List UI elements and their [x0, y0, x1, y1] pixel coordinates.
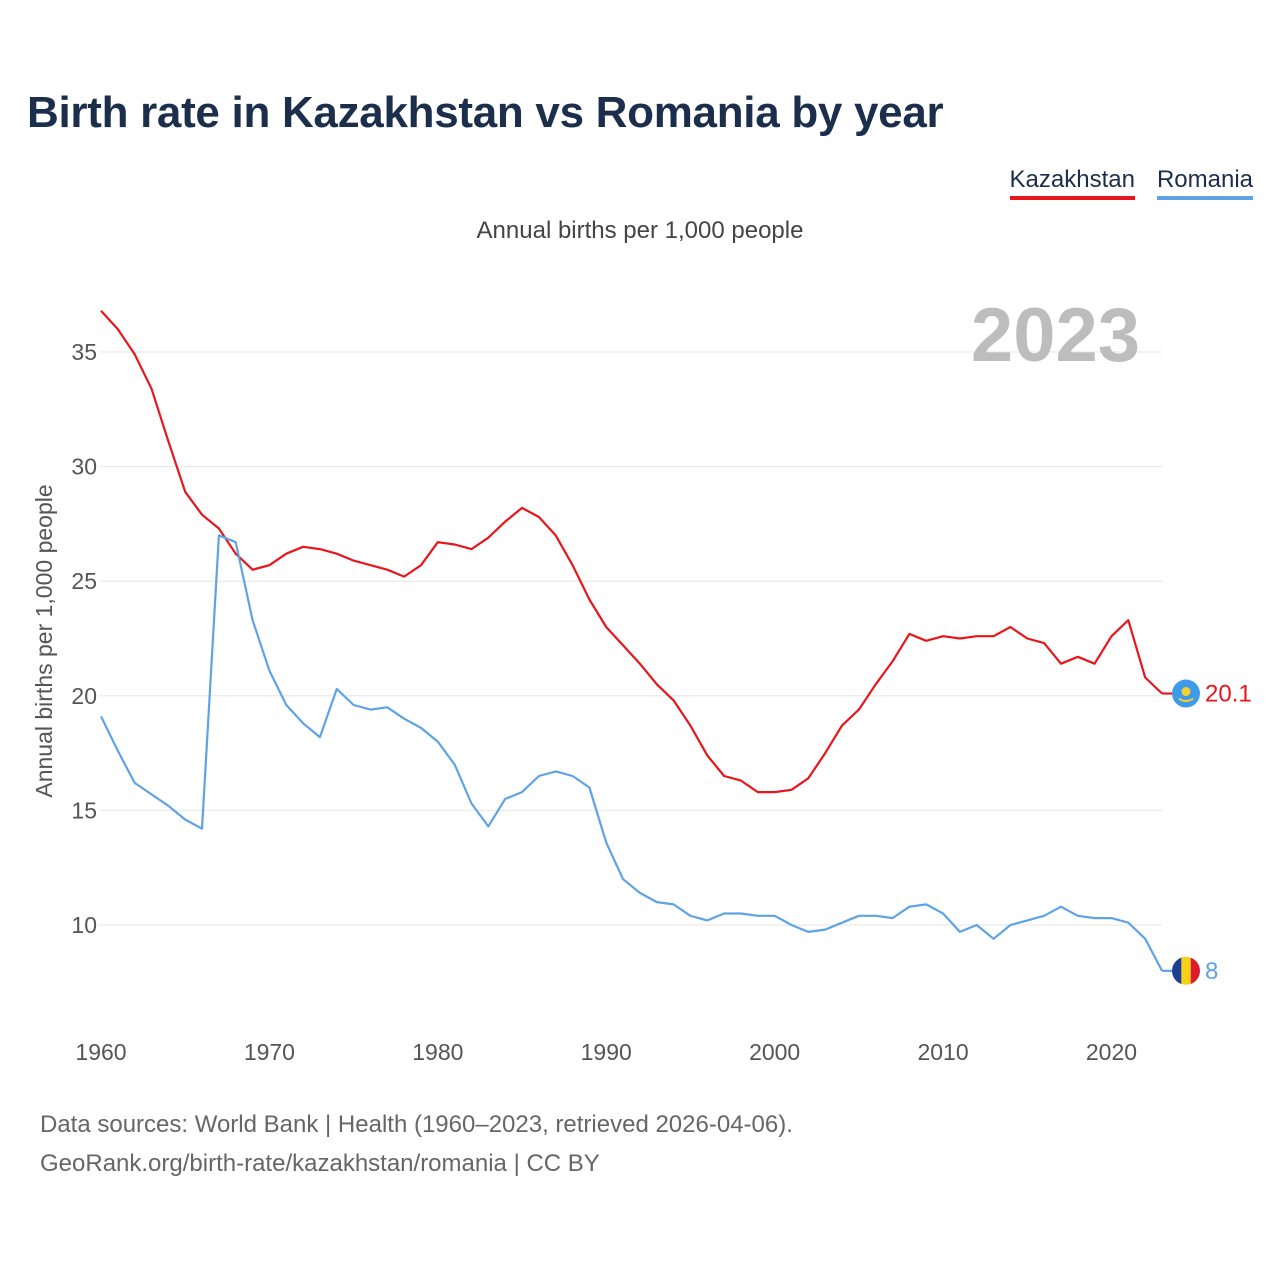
y-tick-label: 30: [71, 454, 97, 480]
year-watermark: 2023: [971, 293, 1140, 378]
footer: Data sources: World Bank | Health (1960–…: [40, 1105, 793, 1183]
chart-title: Birth rate in Kazakhstan vs Romania by y…: [27, 88, 944, 137]
romania-flag-icon: [1172, 956, 1200, 985]
x-tick-label: 1990: [581, 1039, 632, 1065]
flag-stripe-yellow: [1181, 956, 1191, 985]
series-line-kazakhstan[interactable]: [100, 309, 1163, 794]
legend-kazakhstan[interactable]: Kazakhstan: [1009, 166, 1135, 200]
x-tick-label: 1970: [244, 1039, 295, 1065]
legend: Kazakhstan Romania: [1009, 166, 1253, 200]
line-chart: 10 15 20 25 30 35 1960 1970 1980 1990 2000 2010 202…: [31, 293, 1252, 1065]
x-tick-label: 2010: [917, 1039, 968, 1065]
x-axis-ticks: 1960 1970 1980 1990 2000 2010 2020: [75, 1039, 1137, 1065]
footer-source: Data sources: World Bank | Health (1960–…: [40, 1111, 793, 1138]
gridlines: [100, 351, 1162, 926]
series-lines: [100, 309, 1163, 972]
chart-subtitle: Annual births per 1,000 people: [476, 217, 804, 244]
flag-eagle-icon: [1178, 697, 1194, 703]
y-axis-label: Annual births per 1,000 people: [31, 484, 57, 797]
y-tick-label: 25: [71, 568, 97, 594]
flag-sun-icon: [1181, 687, 1191, 697]
legend-romania[interactable]: Romania: [1156, 166, 1253, 200]
series-end-markers: 20.18: [1162, 679, 1252, 985]
x-tick-label: 2020: [1086, 1039, 1137, 1065]
y-tick-label: 10: [71, 912, 97, 938]
series-line-romania[interactable]: [100, 534, 1163, 972]
y-tick-label: 20: [71, 683, 97, 709]
end-value-label-romania: 8: [1205, 958, 1218, 985]
y-axis-ticks: 10 15 20 25 30 35: [71, 339, 97, 938]
y-tick-label: 15: [71, 797, 97, 823]
y-tick-label: 35: [71, 339, 97, 365]
x-tick-label: 2000: [749, 1039, 800, 1065]
flag-stripe-blue: [1172, 956, 1182, 985]
flag-stripe-red: [1190, 956, 1200, 985]
x-tick-label: 1960: [75, 1039, 126, 1065]
end-value-label-kazakhstan: 20.1: [1205, 681, 1252, 708]
footer-link[interactable]: GeoRank.org/birth-rate/kazakhstan/romani…: [40, 1150, 600, 1177]
x-tick-label: 1980: [412, 1039, 463, 1065]
